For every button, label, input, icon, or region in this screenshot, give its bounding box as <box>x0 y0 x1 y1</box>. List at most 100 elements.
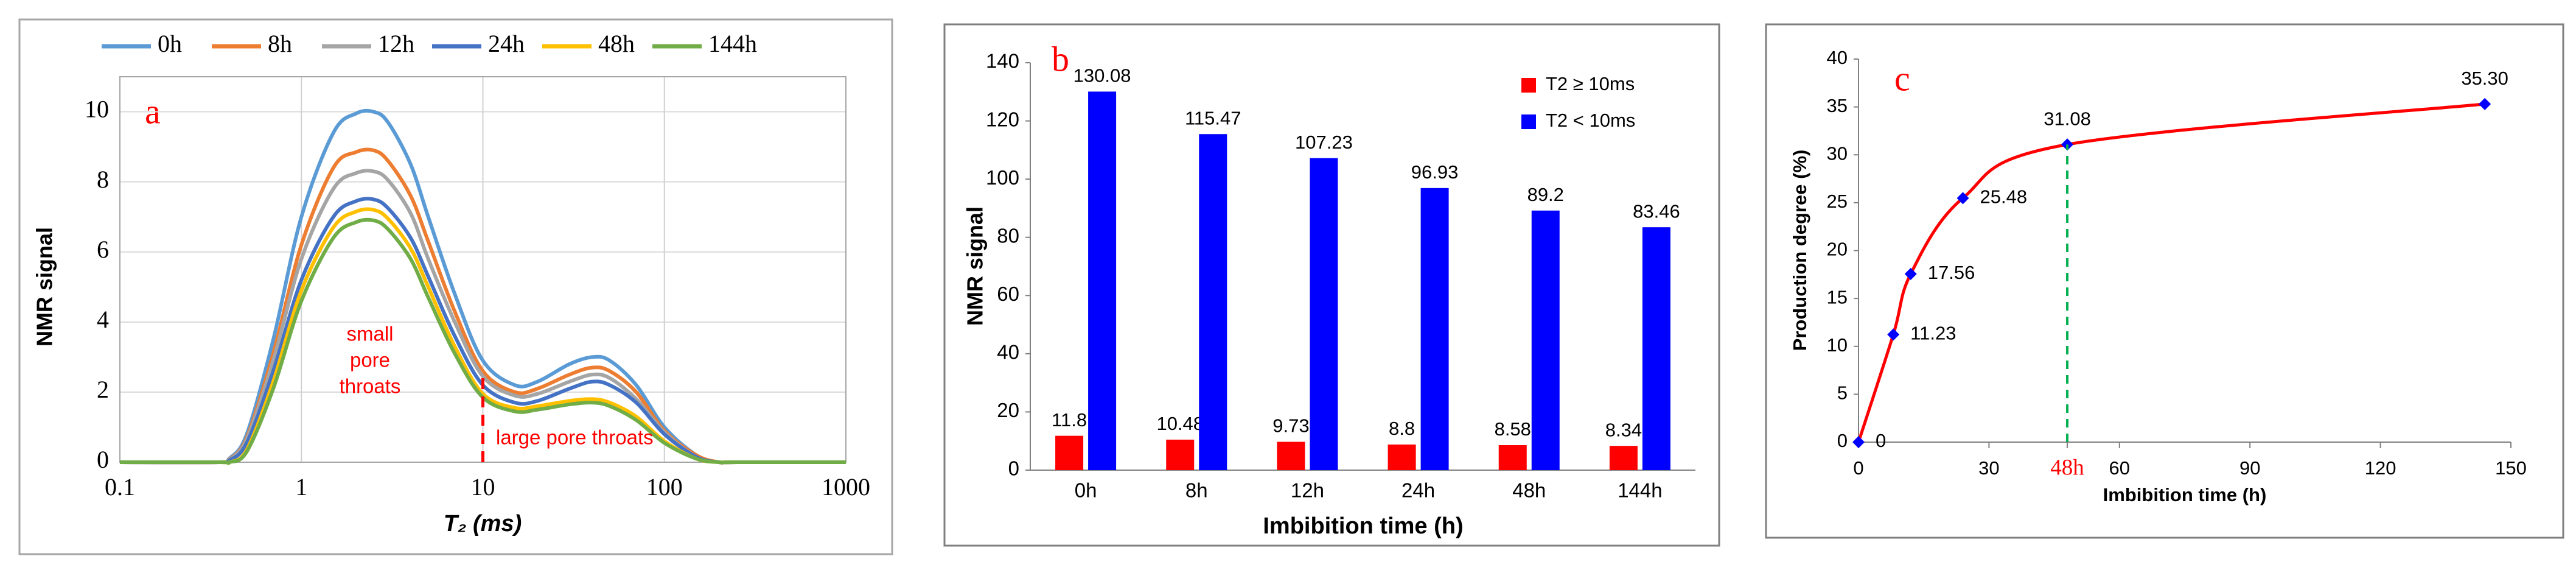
bar <box>1531 210 1560 470</box>
data-label: 8.34 <box>1605 419 1642 440</box>
y-tick-label: 60 <box>997 283 1019 305</box>
bar <box>1199 134 1227 470</box>
y-tick-label: 0 <box>97 446 109 473</box>
legend-label: 144h <box>708 30 757 57</box>
data-label: 107.23 <box>1295 132 1353 153</box>
bar <box>1088 91 1117 470</box>
x-tick-label: 8h <box>1185 479 1208 502</box>
y-tick-label: 20 <box>1827 239 1848 260</box>
data-point <box>1887 328 1900 341</box>
data-point <box>1904 267 1917 280</box>
data-label: 130.08 <box>1073 65 1131 86</box>
legend-label: 24h <box>488 30 525 57</box>
y-axis-label: NMR signal <box>963 206 988 326</box>
y-tick-label: 40 <box>997 341 1019 364</box>
legend-label: T2 ≥ 10ms <box>1546 73 1635 94</box>
annotation: small <box>346 323 393 345</box>
y-tick-label: 6 <box>97 236 109 263</box>
x-tick-label: 1000 <box>822 473 870 501</box>
y-tick-label: 25 <box>1827 191 1848 212</box>
x-axis-label: T₂ (ms) <box>444 511 522 537</box>
x-tick-label: 30 <box>1978 457 1999 479</box>
y-tick-label: 10 <box>1827 334 1848 356</box>
data-label: 83.46 <box>1633 200 1680 222</box>
x-tick-label: 0 <box>1853 457 1863 479</box>
data-label: 96.93 <box>1411 161 1459 183</box>
data-label: 31.08 <box>2044 108 2091 129</box>
panel-frame <box>1765 23 2564 539</box>
bar <box>1310 158 1338 471</box>
data-label: 8.8 <box>1389 418 1415 439</box>
y-tick-label: 140 <box>986 50 1019 72</box>
bar <box>1498 445 1527 470</box>
legend-label: 12h <box>378 30 414 57</box>
y-tick-label: 5 <box>1837 382 1848 404</box>
x-tick-label: 150 <box>2495 457 2527 479</box>
data-label: 9.73 <box>1272 415 1309 437</box>
panel-label: c <box>1894 58 1910 98</box>
x-axis-label: Imbibition time (h) <box>1263 513 1463 539</box>
bar <box>1387 444 1416 470</box>
y-tick-label: 4 <box>97 306 109 333</box>
data-point <box>1852 436 1865 448</box>
annotation: large pore throats <box>496 426 654 449</box>
y-tick-label: 120 <box>986 108 1019 130</box>
x-tick-label: 0h <box>1075 479 1097 502</box>
legend-swatch <box>1521 78 1536 93</box>
x-tick-label: 10 <box>471 473 495 501</box>
x-tick-label: 90 <box>2239 457 2260 479</box>
x-tick-label: 144h <box>1618 479 1662 502</box>
y-tick-label: 8 <box>97 166 109 193</box>
y-tick-label: 0 <box>1837 430 1848 451</box>
legend-swatch <box>1521 114 1536 129</box>
data-label: 11.8 <box>1052 409 1087 431</box>
legend-label: T2 < 10ms <box>1546 110 1635 131</box>
data-label: 11.23 <box>1910 323 1956 344</box>
data-line <box>119 108 846 465</box>
x-tick-label: 100 <box>646 473 683 501</box>
annotation: throats <box>340 375 401 398</box>
y-axis-label: Production degree (%) <box>1789 150 1810 351</box>
data-label: 35.30 <box>2461 68 2508 89</box>
y-tick-label: 40 <box>1827 47 1848 68</box>
y-axis-label: NMR signal <box>32 227 57 347</box>
bar <box>1277 442 1305 470</box>
x-tick-label: 60 <box>2109 457 2130 479</box>
y-tick-label: 80 <box>997 224 1019 247</box>
bar <box>1166 439 1195 470</box>
x-tick-label: 120 <box>2365 457 2396 479</box>
data-point <box>2479 97 2491 110</box>
x-tick-label: 48h <box>1512 479 1546 502</box>
data-line <box>119 197 846 465</box>
y-tick-label: 0 <box>1008 457 1019 480</box>
panel-frame <box>18 18 893 555</box>
bar <box>1609 446 1638 470</box>
data-label: 115.47 <box>1185 107 1241 128</box>
legend-label: 0h <box>158 30 182 57</box>
bar <box>1642 227 1670 470</box>
x-tick-label: 48h <box>2050 455 2084 480</box>
data-label: 0 <box>1876 430 1886 451</box>
y-tick-label: 10 <box>85 96 109 123</box>
y-tick-label: 100 <box>986 166 1019 189</box>
bar <box>1420 188 1449 470</box>
data-point <box>1956 192 1969 205</box>
bar <box>1055 435 1084 470</box>
data-label: 17.56 <box>1928 262 1975 283</box>
data-label: 25.48 <box>1980 186 2028 208</box>
panel-label: b <box>1052 39 1069 79</box>
x-tick-label: 1 <box>295 473 307 501</box>
data-label: 89.2 <box>1527 184 1564 205</box>
x-axis-label: Imbibition time (h) <box>2103 484 2267 505</box>
y-tick-label: 35 <box>1827 95 1848 116</box>
annotation: pore <box>350 349 390 371</box>
y-tick-label: 15 <box>1827 286 1848 308</box>
data-label: 10.48 <box>1156 413 1204 434</box>
x-tick-label: 24h <box>1401 479 1435 502</box>
data-line <box>120 217 846 465</box>
legend-label: 48h <box>598 30 635 57</box>
x-tick-label: 0.1 <box>105 473 135 501</box>
x-tick-label: 12h <box>1291 479 1324 502</box>
